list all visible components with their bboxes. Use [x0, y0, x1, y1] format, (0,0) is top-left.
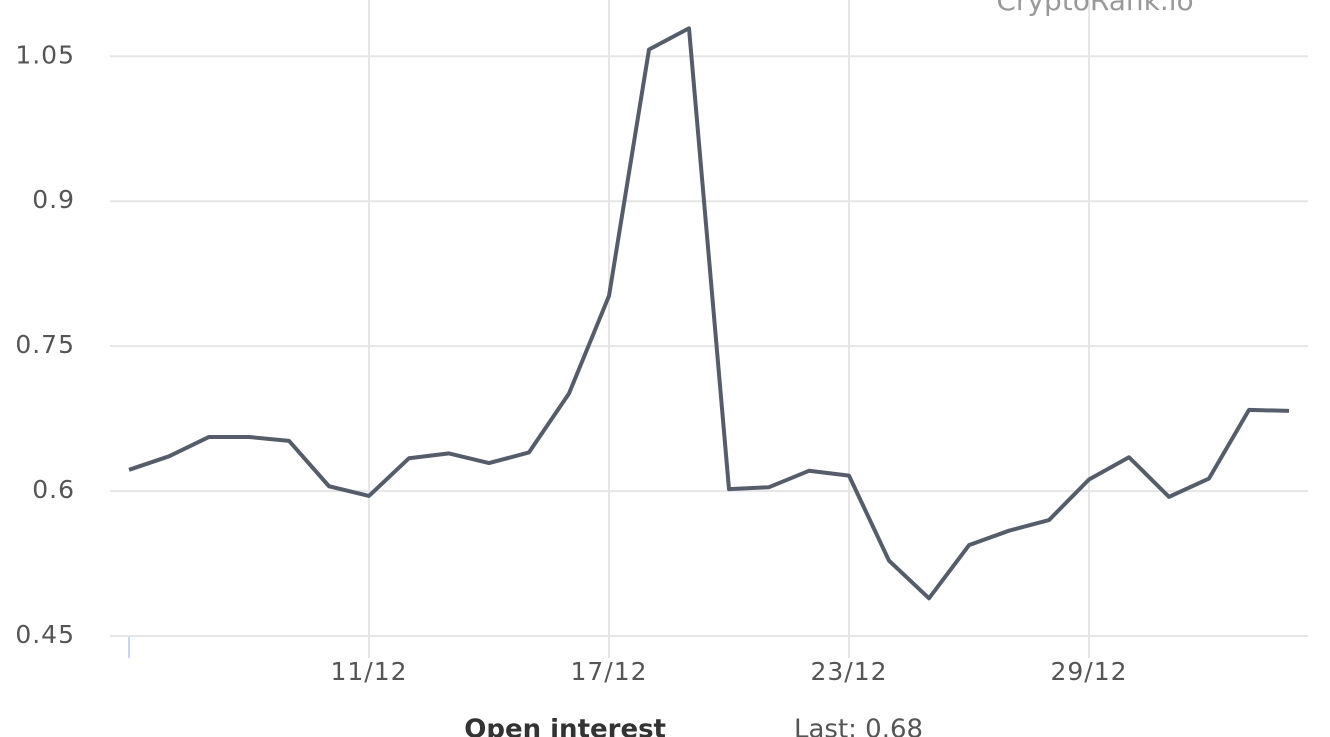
legend-series-name[interactable]: Open interest [464, 715, 666, 737]
x-tick-label: 11/12 [330, 657, 407, 686]
watermark: CryptoRank.io [996, 0, 1193, 17]
y-tick-label: 0.9 [32, 185, 75, 214]
y-tick-label: 1.05 [15, 40, 75, 69]
y-tick-label: 0.75 [15, 330, 75, 359]
last-value: Last: 0.68 [794, 715, 923, 737]
x-tick-label: 23/12 [810, 657, 887, 686]
y-tick-label: 0.6 [32, 475, 75, 504]
x-tick-label: 17/12 [570, 657, 647, 686]
x-tick-label: 29/12 [1050, 657, 1127, 686]
y-tick-label: 0.45 [15, 620, 75, 649]
line-series [128, 26, 1290, 601]
